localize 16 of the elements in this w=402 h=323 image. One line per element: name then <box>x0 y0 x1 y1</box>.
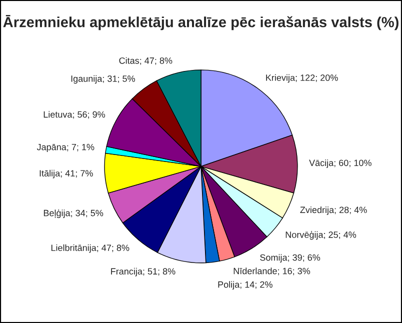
chart-title: Ārzemnieku apmeklētāju analīze pēc ierašanās valsts (%) <box>3 15 398 30</box>
slice-label: Polija; 14; 2% <box>218 281 272 290</box>
slice-label: Norvēģija; 25; 4% <box>286 230 356 240</box>
slice-label: Japāna; 7; 1% <box>36 144 94 152</box>
slice-label: Francija; 51; 8% <box>111 268 176 276</box>
slice-label: Itālija; 41; 7% <box>40 170 93 178</box>
slice-label: Nīderlande; 16; 3% <box>234 268 310 276</box>
slice-label: Krievija; 122; 20% <box>266 74 338 83</box>
slice-label: Beļģija; 34; 5% <box>44 209 104 218</box>
slice-label: Lietuva; 56; 9% <box>44 111 106 119</box>
slice-label: Somija; 39; 6% <box>260 254 320 263</box>
slice-label: Citas; 47; 8% <box>119 57 172 65</box>
slice-label: Zviedrija; 28; 4% <box>300 206 367 215</box>
slice-label: Igaunija; 31; 5% <box>71 75 135 84</box>
slice-label: Vācija; 60; 10% <box>309 159 372 168</box>
slice-label: Lielbritānija; 47; 8% <box>51 244 130 253</box>
